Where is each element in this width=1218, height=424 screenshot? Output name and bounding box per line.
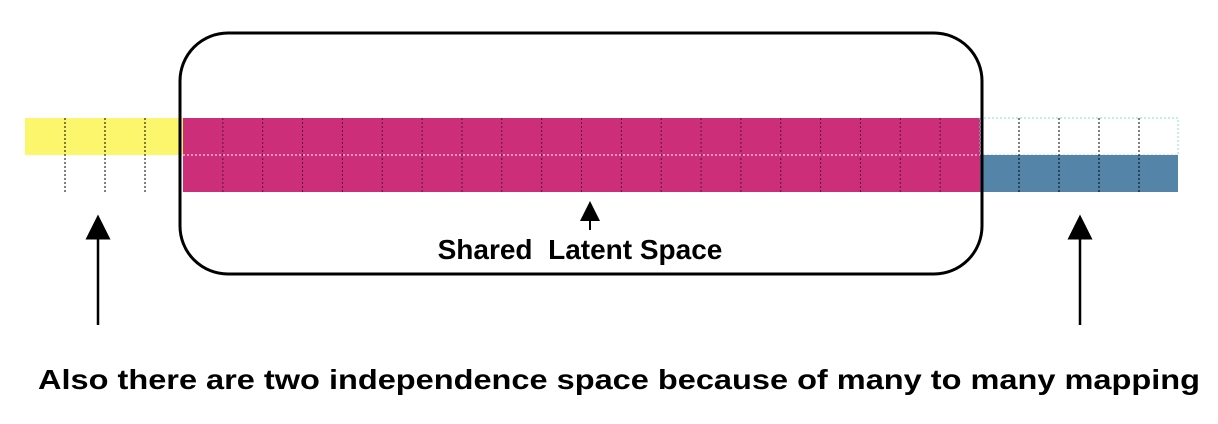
right-independent-space (980, 155, 1178, 192)
right-space-empty-row (979, 117, 1179, 156)
caption: Also there are two independence space be… (38, 364, 1200, 395)
shared-space-label: Shared Latent Space (438, 234, 723, 265)
left-independent-space (25, 118, 183, 155)
left-space-grid (64, 118, 146, 192)
right-space-grid (1018, 118, 1140, 192)
shared-space-outline (178, 31, 984, 276)
